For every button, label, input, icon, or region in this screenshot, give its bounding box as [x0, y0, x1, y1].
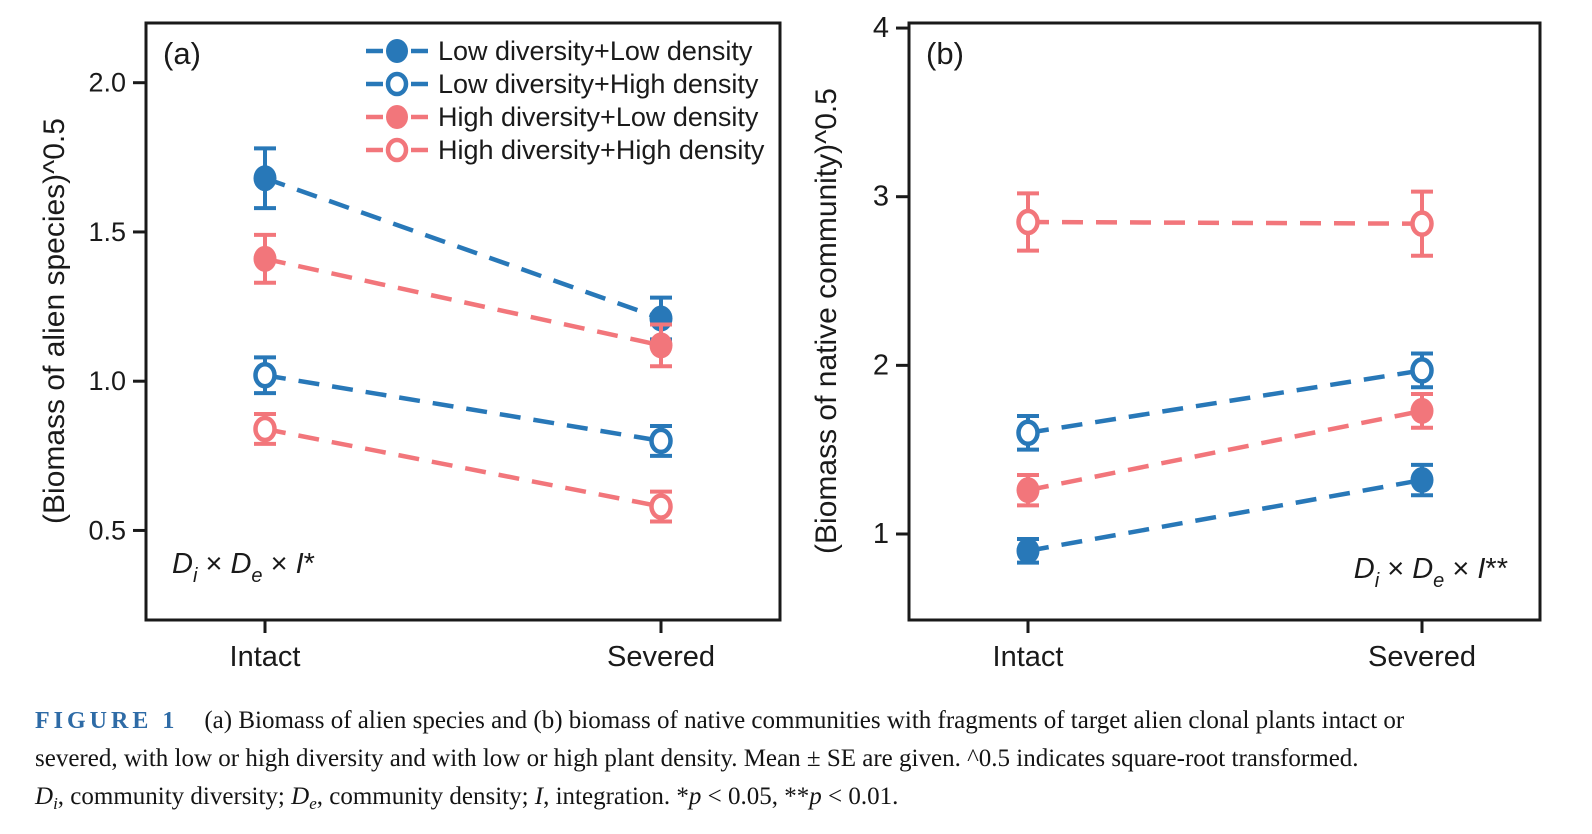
caption-text-segment: e	[309, 794, 317, 813]
annotation-segment: ×	[1444, 553, 1477, 585]
series-line	[264, 176, 662, 321]
series-line	[1027, 219, 1423, 226]
panel-letter: (a)	[163, 36, 201, 71]
caption-text-segment: i	[53, 794, 58, 813]
caption-line-2: severed, with low or high diversity and …	[35, 740, 1555, 778]
caption-text-segment: , community diversity;	[57, 783, 292, 810]
data-point-marker	[649, 493, 673, 520]
y-tick-label: 0.5	[88, 515, 126, 545]
series-line	[264, 373, 662, 444]
annotation-segment: e	[1433, 570, 1444, 592]
legend-label: High diversity+Low density	[438, 102, 759, 132]
biomass-line-chart: 0.5 1.0 1.5 2.0 Intact Severed (Biomass of ali…	[38, 12, 1542, 673]
x-tick-label: Severed	[1368, 641, 1476, 673]
annotation-segment: i	[1375, 570, 1380, 592]
stats-annotation: Di × De × I*	[172, 548, 315, 587]
x-tick-label: Severed	[607, 641, 715, 673]
panel-b: 1 2 3 4 Intact Severed (Biomass of native comm…	[810, 12, 1542, 673]
caption-text-segment: , community density;	[316, 783, 535, 810]
annotation-segment: D	[172, 548, 193, 580]
series-line	[264, 256, 662, 348]
annotation-segment: i	[193, 565, 198, 587]
x-tick-label: Intact	[993, 641, 1064, 673]
annotation-segment: ×	[1379, 553, 1412, 585]
y-tick-label: 4	[873, 12, 889, 44]
annotation-segment: e	[251, 565, 262, 587]
data-point-marker	[649, 427, 673, 455]
series-low-diversity-high-density	[1016, 351, 1434, 452]
series-high-diversity-low-density	[1016, 392, 1434, 508]
data-point-marker	[253, 415, 277, 443]
data-point-marker	[1016, 477, 1040, 504]
series-low-diversity-low-density	[1016, 462, 1434, 565]
caption-figure-label: FIGURE 1	[35, 708, 179, 734]
legend-marker	[386, 105, 408, 129]
annotation-segment: I	[296, 548, 304, 580]
series-low-diversity-low-density	[253, 146, 673, 342]
caption-text-segment: (a) Biomass of alien species and (b) bio…	[204, 707, 1405, 734]
caption-text-segment: , integration. *	[543, 783, 689, 810]
caption-text-segment: < 0.05, **	[701, 783, 810, 810]
caption-text-segment: severed, with low or high diversity and …	[35, 745, 1359, 772]
data-point-marker	[253, 361, 277, 389]
caption-text-segment: D	[291, 783, 310, 810]
caption-line-3: Di, community diversity; De, community d…	[35, 778, 1555, 823]
annotation-segment: D	[1354, 553, 1375, 585]
legend-label: Low diversity+High density	[438, 69, 759, 99]
panel-a: 0.5 1.0 1.5 2.0 Intact Severed (Biomass of ali…	[38, 21, 782, 673]
stats-annotation: Di × De × I**	[1354, 553, 1508, 592]
annotation-segment: **	[1485, 553, 1508, 585]
annotation-segment: D	[230, 548, 251, 580]
y-tick-label: 1.5	[88, 217, 126, 247]
y-tick-label: 2	[873, 349, 889, 381]
axes-frame	[144, 21, 782, 622]
figure-caption: FIGURE 1 (a) Biomass of alien species and…	[35, 702, 1555, 823]
series-line	[1027, 408, 1423, 493]
x-tick-label: Intact	[230, 641, 301, 673]
annotation-segment: D	[1412, 553, 1433, 585]
annotation-segment: ×	[263, 548, 296, 580]
legend-marker	[385, 137, 409, 163]
caption-line-1: FIGURE 1 (a) Biomass of alien species and…	[35, 702, 1555, 740]
y-axis-title: (Biomass of alien species)^0.5	[38, 118, 71, 524]
data-point-marker	[1410, 467, 1434, 494]
annotation-segment: ×	[197, 548, 230, 580]
caption-text-segment: D	[35, 783, 54, 810]
legend-marker	[386, 39, 408, 63]
series-line	[264, 426, 662, 509]
annotation-segment: I	[1477, 553, 1485, 585]
data-point-marker	[1410, 397, 1434, 424]
data-point-marker	[1016, 419, 1040, 447]
legend-marker	[385, 71, 409, 97]
data-point-marker	[1410, 210, 1434, 237]
data-point-marker	[1016, 537, 1040, 564]
data-point-marker	[1016, 208, 1040, 236]
series-low-diversity-high-density	[253, 355, 673, 458]
series-high-diversity-high-density	[1016, 189, 1434, 258]
legend-label: High diversity+High density	[438, 135, 765, 165]
data-point-marker	[649, 332, 673, 359]
data-point-marker	[1410, 357, 1434, 384]
y-tick-label: 1	[873, 518, 889, 550]
annotation-segment: *	[304, 548, 315, 580]
legend-label: Low diversity+Low density	[438, 36, 753, 66]
caption-text-segment: p	[809, 783, 822, 810]
y-tick-label: 2.0	[88, 68, 126, 98]
series-high-diversity-high-density	[253, 412, 673, 524]
caption-text-segment: I	[534, 783, 544, 810]
caption-text-segment: < 0.01.	[821, 783, 899, 810]
y-axis-title: (Biomass of native community)^0.5	[810, 88, 843, 554]
series-line	[1027, 477, 1423, 554]
data-point-marker	[253, 245, 277, 272]
caption-text-segment: p	[688, 783, 702, 810]
series-high-diversity-low-density	[253, 232, 673, 369]
panel-letter: (b)	[926, 36, 964, 71]
y-tick-label: 3	[873, 181, 889, 213]
axes-frame	[907, 21, 1542, 622]
data-point-marker	[253, 165, 277, 192]
y-tick-label: 1.0	[88, 366, 126, 396]
